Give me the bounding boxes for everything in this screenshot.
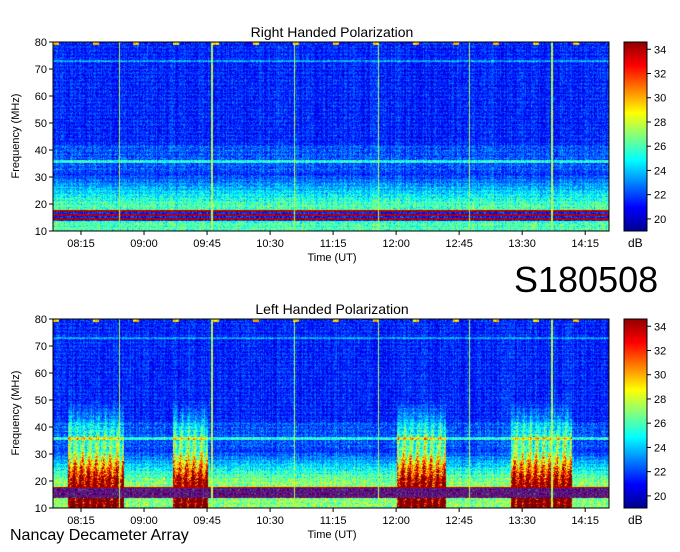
x-tick-label: 11:15 bbox=[320, 515, 347, 527]
x-tick-label: 09:45 bbox=[193, 515, 221, 527]
event-id: S180508 bbox=[514, 259, 659, 300]
y-tick-label: 40 bbox=[35, 422, 47, 434]
colorbar-ticks: 20 22 24 26 28 30 32 34 bbox=[647, 44, 666, 226]
instrument-name: Nancay Decameter Array bbox=[10, 527, 189, 544]
x-axis-label: Time (UT) bbox=[307, 529, 356, 541]
y-tick-label: 20 bbox=[35, 199, 47, 211]
colorbar-tick-label: 24 bbox=[654, 442, 666, 454]
colorbar-tick-label: 24 bbox=[654, 165, 666, 177]
x-tick-label: 10:30 bbox=[256, 238, 284, 250]
colorbar-unit-label: dB bbox=[628, 513, 643, 527]
y-tick-label: 80 bbox=[35, 37, 47, 49]
y-tick-label: 80 bbox=[35, 314, 47, 326]
y-tick-label: 50 bbox=[35, 395, 47, 407]
x-tick-label: 08:15 bbox=[67, 515, 95, 527]
colorbar-tick-label: 20 bbox=[654, 214, 666, 226]
y-tick-label: 40 bbox=[35, 145, 47, 157]
colorbar-tick-label: 28 bbox=[654, 117, 666, 129]
spectrogram-heatmap bbox=[53, 42, 609, 231]
y-tick-label: 60 bbox=[35, 91, 47, 103]
panel-title: Right Handed Polarization bbox=[251, 24, 414, 40]
colorbar bbox=[623, 318, 648, 509]
colorbar-tick-label: 32 bbox=[654, 69, 666, 81]
y-tick-label: 30 bbox=[35, 449, 47, 461]
y-axis: 10 20 30 40 50 60 70 80 bbox=[35, 314, 53, 515]
colorbar-tick-label: 30 bbox=[654, 93, 666, 105]
colorbar-tick-label: 34 bbox=[654, 321, 666, 333]
x-tick-label: 12:00 bbox=[382, 238, 410, 250]
colorbar bbox=[623, 41, 648, 232]
x-tick-label: 14:15 bbox=[571, 515, 599, 527]
x-axis: 08:15 09:00 09:45 10:30 11:15 12:00 12:45 13:30… bbox=[67, 508, 599, 527]
colorbar-tick-label: 26 bbox=[654, 418, 666, 430]
y-tick-label: 10 bbox=[35, 226, 47, 238]
x-tick-label: 12:45 bbox=[445, 515, 473, 527]
x-tick-label: 09:00 bbox=[130, 515, 158, 527]
x-tick-label: 11:15 bbox=[320, 238, 347, 250]
x-tick-label: 09:45 bbox=[193, 238, 221, 250]
y-tick-label: 50 bbox=[35, 118, 47, 130]
colorbar-unit-label: dB bbox=[628, 236, 643, 250]
x-axis-label: Time (UT) bbox=[307, 252, 356, 264]
colorbar-tick-label: 20 bbox=[654, 491, 666, 503]
x-tick-label: 13:30 bbox=[508, 515, 536, 527]
panel-left-handed: Left Handed Polarization 10 20 30 40 50 60 70 8… bbox=[10, 301, 666, 541]
x-tick-label: 13:30 bbox=[508, 238, 536, 250]
y-tick-label: 70 bbox=[35, 64, 47, 76]
y-axis-label: Frequency (MHz) bbox=[10, 371, 22, 456]
colorbar-tick-label: 28 bbox=[654, 394, 666, 406]
plot-frame bbox=[52, 41, 610, 232]
x-tick-label: 12:45 bbox=[445, 238, 473, 250]
y-axis: 10 20 30 40 50 60 70 80 bbox=[35, 37, 53, 238]
x-tick-label: 09:00 bbox=[130, 238, 158, 250]
colorbar-tick-label: 22 bbox=[654, 190, 666, 202]
colorbar-tick-label: 32 bbox=[654, 346, 666, 358]
colorbar-tick-label: 30 bbox=[654, 370, 666, 382]
x-axis: 08:15 09:00 09:45 10:30 11:15 12:00 12:45 13:30… bbox=[67, 231, 599, 250]
colorbar-tick-label: 26 bbox=[654, 141, 666, 153]
plot-frame bbox=[52, 318, 610, 509]
x-tick-label: 10:30 bbox=[256, 515, 284, 527]
panel-title: Left Handed Polarization bbox=[255, 301, 408, 317]
spectrogram-heatmap bbox=[53, 319, 609, 508]
y-axis-label: Frequency (MHz) bbox=[10, 94, 22, 179]
y-tick-label: 30 bbox=[35, 172, 47, 184]
colorbar-tick-label: 22 bbox=[654, 467, 666, 479]
y-tick-label: 20 bbox=[35, 476, 47, 488]
x-tick-label: 12:00 bbox=[382, 515, 410, 527]
colorbar-ticks: 20 22 24 26 28 30 32 34 bbox=[647, 321, 666, 503]
y-tick-label: 10 bbox=[35, 503, 47, 515]
panel-right-handed: Right Handed Polarization 10 20 30 40 50 60 70… bbox=[10, 24, 666, 264]
y-tick-label: 60 bbox=[35, 368, 47, 380]
x-tick-label: 08:15 bbox=[67, 238, 95, 250]
x-tick-label: 14:15 bbox=[571, 238, 599, 250]
colorbar-tick-label: 34 bbox=[654, 44, 666, 56]
y-tick-label: 70 bbox=[35, 341, 47, 353]
